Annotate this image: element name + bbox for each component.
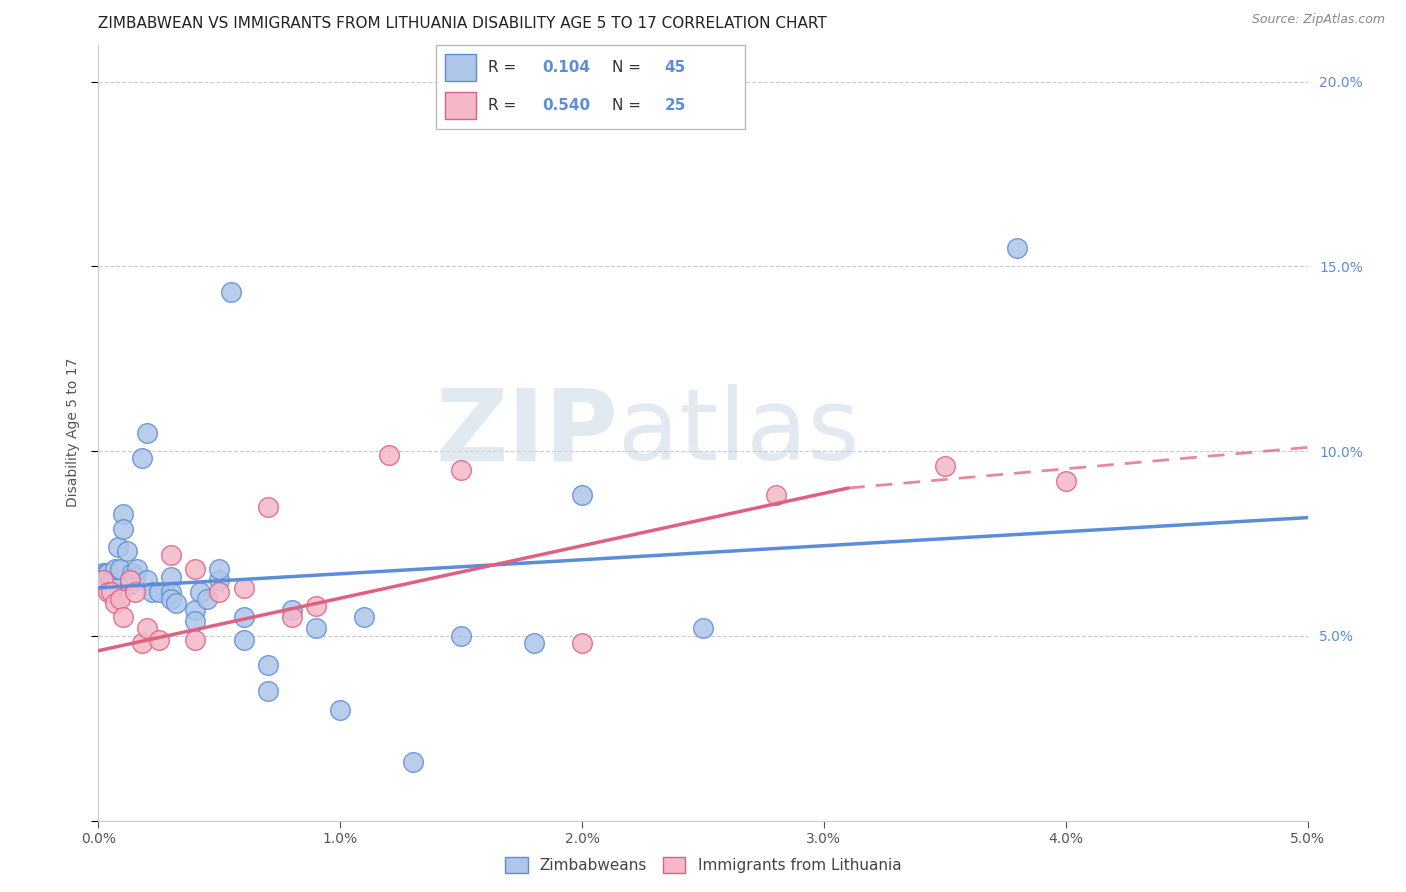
Point [1007, 241, 1029, 255]
Point [571, 488, 593, 502]
Point [118, 577, 141, 591]
Y-axis label: Disability Age 5 to 17: Disability Age 5 to 17 [66, 358, 80, 508]
Text: R =: R = [488, 98, 522, 113]
Point [104, 596, 127, 610]
Text: 0.104: 0.104 [543, 60, 591, 75]
Point [148, 584, 170, 599]
Point [94, 566, 117, 580]
Point [256, 684, 278, 698]
Point [91, 574, 114, 588]
Point [232, 610, 254, 624]
Point [232, 581, 254, 595]
Point [281, 603, 304, 617]
Point [184, 562, 207, 576]
Point [118, 574, 141, 588]
Point [188, 584, 211, 599]
Point [765, 488, 787, 502]
Point [121, 566, 143, 580]
Point [97, 584, 120, 599]
Point [148, 632, 170, 647]
Point [1054, 474, 1077, 488]
Point [571, 636, 593, 650]
Point [107, 540, 129, 554]
Point [160, 591, 183, 606]
Point [160, 570, 183, 584]
Point [131, 636, 153, 650]
Point [402, 755, 425, 769]
Text: ZIMBABWEAN VS IMMIGRANTS FROM LITHUANIA DISABILITY AGE 5 TO 17 CORRELATION CHART: ZIMBABWEAN VS IMMIGRANTS FROM LITHUANIA … [98, 16, 827, 31]
Point [165, 596, 187, 610]
Point [141, 584, 163, 599]
Point [692, 622, 714, 636]
Point [208, 562, 231, 576]
Legend: Zimbabweans, Immigrants from Lithuania: Zimbabweans, Immigrants from Lithuania [499, 851, 907, 879]
Point [208, 584, 231, 599]
Point [135, 574, 157, 588]
Point [111, 522, 134, 536]
Point [305, 622, 328, 636]
Text: ZIP: ZIP [436, 384, 619, 481]
Point [127, 562, 149, 576]
Point [91, 566, 114, 580]
Point [100, 584, 122, 599]
Point [111, 610, 134, 624]
FancyBboxPatch shape [436, 45, 745, 129]
Point [124, 570, 146, 584]
FancyBboxPatch shape [446, 54, 477, 81]
Point [450, 462, 472, 476]
Text: N =: N = [612, 98, 645, 113]
Point [281, 610, 304, 624]
Point [256, 658, 278, 673]
Point [305, 599, 328, 614]
Point [160, 584, 183, 599]
Text: R =: R = [488, 60, 522, 75]
Text: 0.540: 0.540 [543, 98, 591, 113]
Point [377, 448, 399, 462]
Point [100, 574, 122, 588]
Point [108, 591, 131, 606]
Point [450, 629, 472, 643]
Point [97, 566, 120, 580]
Point [111, 507, 134, 521]
Point [124, 584, 146, 599]
Point [221, 285, 243, 300]
Point [135, 622, 157, 636]
Point [160, 548, 183, 562]
Point [184, 614, 207, 628]
Point [232, 632, 254, 647]
Point [135, 425, 157, 440]
Text: 25: 25 [665, 98, 686, 113]
FancyBboxPatch shape [446, 92, 477, 120]
Point [256, 500, 278, 514]
Point [329, 703, 352, 717]
Point [104, 562, 127, 576]
Point [131, 451, 153, 466]
Point [117, 544, 139, 558]
Point [195, 591, 218, 606]
Point [353, 610, 375, 624]
Point [208, 574, 231, 588]
Text: 45: 45 [665, 60, 686, 75]
Text: atlas: atlas [619, 384, 860, 481]
Point [934, 458, 956, 473]
Text: N =: N = [612, 60, 645, 75]
Point [101, 574, 124, 588]
Point [184, 632, 207, 647]
Text: Source: ZipAtlas.com: Source: ZipAtlas.com [1251, 13, 1385, 27]
Point [523, 636, 546, 650]
Point [108, 562, 131, 576]
Point [184, 603, 207, 617]
